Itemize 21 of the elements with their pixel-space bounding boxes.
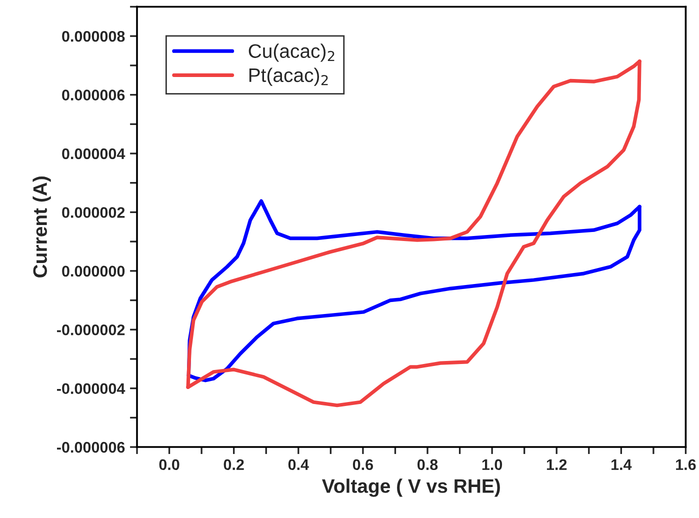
x-tick-label: 1.4 — [612, 459, 632, 470]
x-tick-label: 1.6 — [676, 459, 696, 470]
x-axis-title: Voltage ( V vs RHE) — [322, 478, 500, 497]
y-tick-label: -0.000002 — [56, 324, 125, 336]
x-tick-label: 0.8 — [417, 459, 438, 470]
legend-label: Cu(acac)$_{2}$ — [248, 44, 334, 62]
y-tick-label: -0.000004 — [56, 383, 126, 394]
x-tick-label: 0.2 — [224, 459, 244, 470]
y-tick-label: 0.000006 — [62, 90, 125, 100]
y-axis-title: Current (A) — [32, 176, 51, 278]
y-tick-label: 0.000000 — [62, 266, 125, 277]
legend-label: Pt(acac)$_{2}$ — [249, 68, 328, 86]
y-tick-label: 0.000002 — [62, 207, 125, 218]
x-tick-label: 1.2 — [546, 459, 567, 470]
x-tick-label: 0.4 — [288, 459, 309, 470]
y-tick-label: 0.000004 — [62, 148, 126, 160]
y-tick-label: 0.000008 — [62, 30, 125, 42]
x-tick-label: 0.6 — [352, 459, 374, 470]
x-tick-label: 0.0 — [159, 459, 180, 470]
y-tick-label: -0.000006 — [56, 442, 125, 453]
x-tick-label: 1.0 — [482, 459, 502, 470]
